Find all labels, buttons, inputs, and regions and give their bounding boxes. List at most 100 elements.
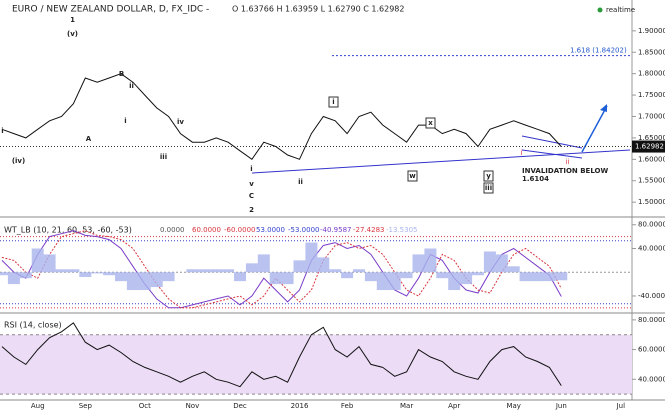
x-tick-label: Nov bbox=[186, 402, 200, 410]
histogram-bar bbox=[103, 272, 116, 276]
histogram-bar bbox=[43, 254, 56, 273]
wave-label: 2 bbox=[249, 206, 254, 214]
y-tick-label: 60.0000 bbox=[638, 346, 665, 354]
histogram-bar bbox=[531, 272, 544, 282]
wave-label: C bbox=[249, 192, 254, 200]
trendline bbox=[521, 135, 583, 149]
histogram-bar bbox=[7, 272, 20, 285]
histogram-bar bbox=[448, 272, 461, 291]
level-label: -60.0000 bbox=[224, 226, 255, 234]
x-tick-label: Feb bbox=[341, 402, 354, 410]
histogram-bar bbox=[162, 272, 175, 282]
x-tick-label: Apr bbox=[448, 402, 460, 410]
wave-label: 1 bbox=[70, 16, 75, 24]
histogram-bar bbox=[460, 272, 473, 285]
wave-label: v bbox=[249, 180, 254, 188]
y-tick-label: 80.0000 bbox=[638, 316, 665, 324]
series-line bbox=[1, 73, 562, 161]
histogram-bar bbox=[329, 269, 342, 273]
last-price-label: 1.62982 bbox=[635, 143, 664, 151]
arrow-head bbox=[600, 104, 607, 112]
histogram-bar bbox=[186, 269, 199, 273]
y-tick-label: 1.55000 bbox=[638, 177, 665, 185]
wave-label: i bbox=[1, 127, 3, 135]
histogram-bar bbox=[341, 272, 354, 279]
wave-label: 1.618 (1.84202) bbox=[570, 47, 627, 55]
x-tick-label: Sep bbox=[79, 402, 93, 410]
wave-label: B bbox=[119, 70, 124, 78]
x-tick-label: Oct bbox=[139, 402, 151, 410]
histogram-bar bbox=[388, 272, 401, 291]
level-label: 0.0000 bbox=[160, 226, 185, 234]
histogram-bar bbox=[67, 269, 80, 273]
histogram-bar bbox=[412, 254, 425, 273]
histogram-bar bbox=[245, 263, 258, 273]
histogram-bar bbox=[150, 272, 163, 288]
rsi-band bbox=[0, 334, 632, 395]
label-box bbox=[483, 182, 494, 194]
histogram-bar bbox=[436, 272, 449, 279]
y-tick-label: 1.65000 bbox=[638, 134, 665, 142]
y-tick-label: 1.70000 bbox=[638, 113, 665, 121]
histogram-bar bbox=[555, 272, 568, 281]
histogram-bar bbox=[305, 242, 318, 273]
y-tick-label: 1.85000 bbox=[638, 48, 665, 56]
histogram-bar bbox=[79, 272, 92, 277]
histogram-bar bbox=[507, 266, 520, 273]
invalidation-label: 1.6104 bbox=[522, 175, 549, 183]
wave-label: i bbox=[124, 117, 126, 125]
histogram-bar bbox=[400, 272, 413, 279]
status: realtime bbox=[606, 6, 635, 14]
histogram-bar bbox=[31, 248, 44, 273]
value-label: -27.4283 bbox=[353, 226, 384, 234]
wave-label: INVALIDATION BELOW bbox=[522, 167, 608, 175]
wave-label: i bbox=[332, 98, 334, 106]
wave-label: i bbox=[250, 165, 252, 173]
status-dot bbox=[597, 7, 603, 13]
label-box bbox=[483, 170, 494, 182]
histogram-bar bbox=[234, 272, 246, 282]
histogram-bar bbox=[115, 272, 127, 282]
wave-label: iii bbox=[160, 153, 167, 161]
y-tick-label: 1.80000 bbox=[638, 70, 665, 78]
histogram-bar bbox=[269, 272, 282, 285]
level-label: 60.0000 bbox=[192, 226, 221, 234]
y-tick-label: 80.0000 bbox=[638, 221, 665, 229]
ohlc: O 1.63766 H 1.63959 L 1.62790 C 1.62982 bbox=[232, 5, 404, 14]
histogram-bar bbox=[222, 269, 235, 273]
histogram-bar bbox=[364, 272, 377, 282]
value-label: -40.9587 bbox=[320, 226, 351, 234]
x-tick-label: Mar bbox=[400, 402, 413, 410]
histogram-bar bbox=[317, 257, 330, 273]
wave-label: w bbox=[409, 172, 416, 180]
wave-label: ii bbox=[566, 158, 570, 166]
histogram-bar bbox=[91, 272, 104, 274]
level-label: -53.0000 bbox=[288, 226, 319, 234]
x-tick-label: Dec bbox=[233, 402, 247, 410]
panel-title: RSI (14, close) bbox=[4, 321, 62, 330]
wave-label: A bbox=[86, 135, 92, 143]
series-line bbox=[1, 322, 562, 388]
histogram-bar bbox=[138, 272, 151, 291]
histogram-bar bbox=[353, 269, 365, 273]
y-tick-label: 40.0000 bbox=[638, 244, 665, 252]
x-tick-label: May bbox=[506, 402, 520, 410]
y-tick-label: 40.0000 bbox=[638, 375, 665, 383]
wave-label: iv bbox=[177, 118, 184, 126]
histogram-bar bbox=[281, 272, 294, 285]
wave-label: iii bbox=[485, 184, 492, 192]
x-tick-label: Jul bbox=[616, 402, 626, 410]
label-box bbox=[425, 117, 436, 129]
y-tick-label: 1.60000 bbox=[638, 155, 665, 163]
chart-title: EURO / NEW ZEALAND DOLLAR, D, FX_IDC - bbox=[12, 5, 209, 15]
y-tick-label: -40.0000 bbox=[638, 292, 665, 300]
histogram-bar bbox=[0, 272, 8, 276]
trendline bbox=[251, 149, 631, 174]
x-tick-label: Jun bbox=[555, 402, 567, 410]
value-label: -13.5305 bbox=[386, 226, 417, 234]
y-tick-label: 1.50000 bbox=[638, 198, 665, 206]
x-tick-label: 2016 bbox=[291, 402, 309, 410]
wave-label: x bbox=[428, 119, 433, 127]
